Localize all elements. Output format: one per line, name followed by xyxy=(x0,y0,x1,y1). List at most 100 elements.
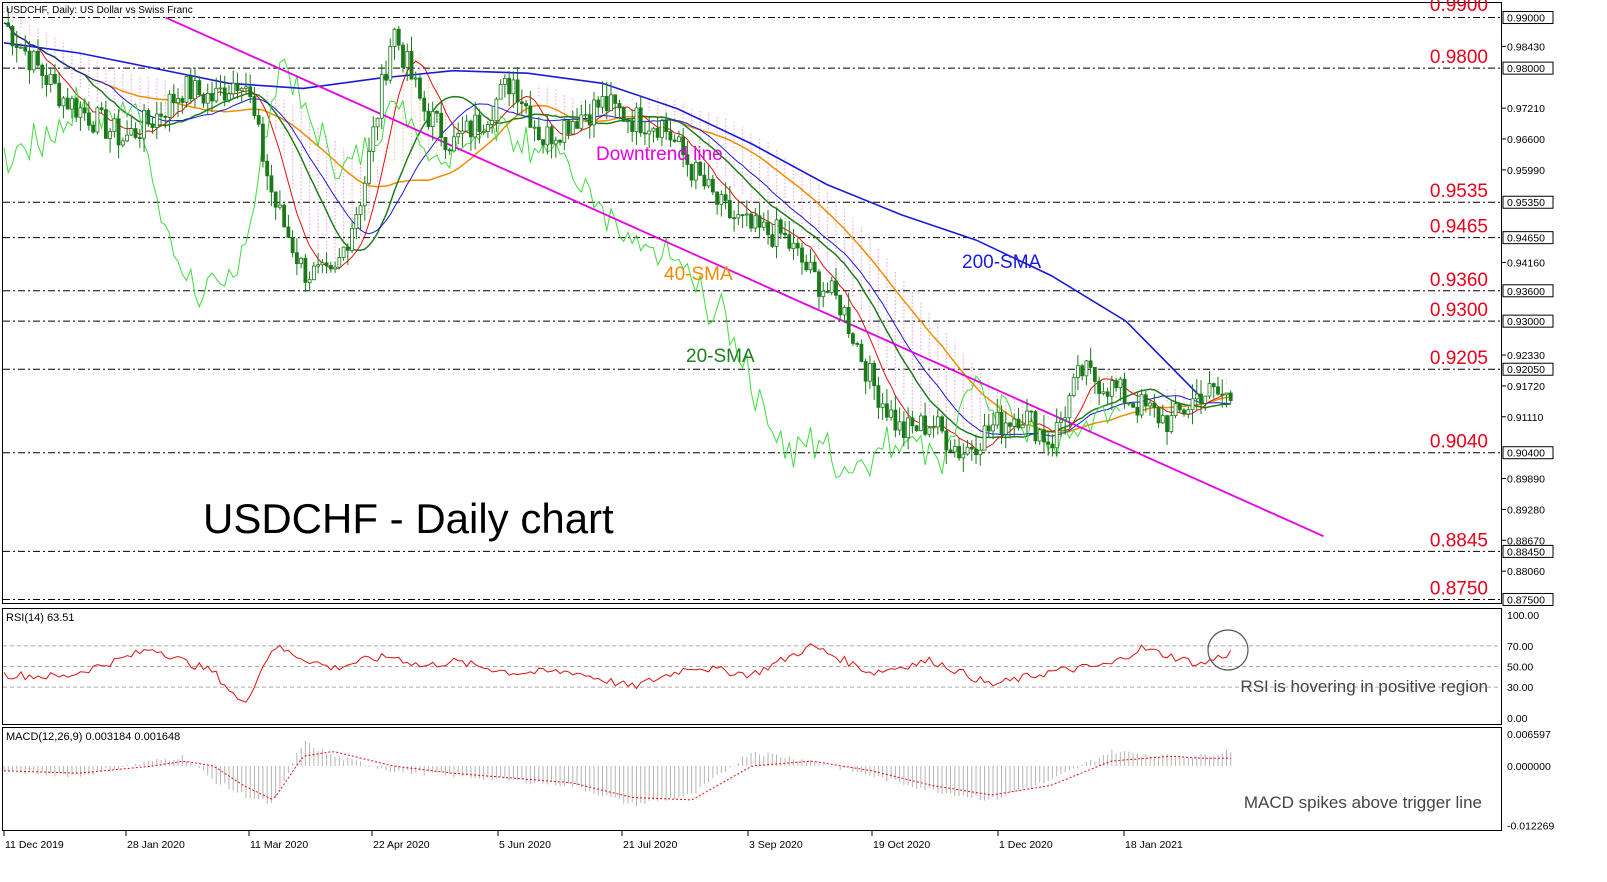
candle-body xyxy=(235,82,240,92)
level-label: 0.9205 xyxy=(1430,348,1488,369)
candle-body xyxy=(1177,403,1182,411)
downtrend-line xyxy=(165,16,1324,538)
candle-body xyxy=(1173,403,1178,416)
candle-body xyxy=(829,280,834,293)
level-label: 0.9040 xyxy=(1430,432,1488,453)
candle-body xyxy=(889,409,894,418)
candle-body xyxy=(978,449,983,456)
candle-body xyxy=(897,421,902,431)
candle-body xyxy=(396,28,401,46)
candle-body xyxy=(851,333,855,344)
candle-body xyxy=(294,252,299,264)
level-tag xyxy=(1502,544,1554,558)
level-label: 0.8845 xyxy=(1430,530,1488,551)
y-tick-label: 0.99000 xyxy=(1507,13,1545,25)
candle-body xyxy=(443,137,448,151)
candle-body xyxy=(286,226,291,238)
candle-body xyxy=(120,140,125,146)
macd-tick-label: 0.000000 xyxy=(1507,761,1551,773)
level-tag xyxy=(1502,284,1554,298)
level-label: 0.9535 xyxy=(1430,181,1488,202)
price-pane xyxy=(2,2,1502,604)
candle-body xyxy=(345,246,350,251)
candle-body xyxy=(982,425,987,451)
candle-body xyxy=(1220,393,1225,396)
candle-body xyxy=(74,98,79,118)
candle-body xyxy=(528,105,533,128)
candle-body xyxy=(133,128,138,138)
candle-body xyxy=(1033,411,1038,442)
candle-body xyxy=(222,87,227,101)
candle-body xyxy=(176,98,180,104)
candle-body xyxy=(570,121,575,135)
level-label: 0.9360 xyxy=(1430,270,1488,291)
y-tick-label: 0.88450 xyxy=(1507,546,1545,558)
candle-body xyxy=(838,294,843,316)
candle-body xyxy=(668,131,673,141)
candle-body xyxy=(129,128,134,136)
candle-body xyxy=(201,94,206,104)
candle-body xyxy=(859,343,864,362)
candle-body xyxy=(103,109,108,139)
candle-body xyxy=(524,103,528,107)
candle-body xyxy=(460,130,465,134)
candle-body xyxy=(515,79,520,103)
candle-body xyxy=(248,86,253,97)
macd-signal-line xyxy=(3,751,1231,801)
candle-body xyxy=(719,194,724,205)
candle-body xyxy=(583,114,588,117)
candle-body xyxy=(265,160,270,177)
candle-body xyxy=(757,215,762,228)
candle-body xyxy=(197,80,202,95)
candle-body xyxy=(549,126,554,145)
candle-body xyxy=(1182,409,1186,415)
candle-body xyxy=(354,213,359,229)
candle-body xyxy=(430,110,435,128)
candle-body xyxy=(783,232,787,236)
candle-body xyxy=(57,82,62,107)
macd-pane xyxy=(2,727,1502,831)
candle-body xyxy=(672,139,677,142)
candle-body xyxy=(99,107,104,111)
rsi-series: 100.00 70.00 50.00 30.00 0.00 xyxy=(3,610,1539,725)
candle-body xyxy=(70,98,74,110)
price-series xyxy=(6,8,1233,472)
candle-body xyxy=(613,94,618,104)
candle-body xyxy=(6,22,11,27)
candle-body xyxy=(362,182,367,207)
candle-body xyxy=(388,46,393,81)
candle-body xyxy=(732,217,736,220)
candle-body xyxy=(817,271,821,297)
candle-body xyxy=(256,115,261,125)
candle-body xyxy=(1046,441,1051,445)
candle-body xyxy=(931,426,936,429)
candle-body xyxy=(1203,395,1208,404)
candle-body xyxy=(536,126,541,141)
candle-body xyxy=(167,93,172,118)
candle-body xyxy=(626,120,630,123)
candle-body xyxy=(1139,394,1144,416)
candle-body xyxy=(401,44,405,68)
candle-body xyxy=(184,76,189,103)
candle-body xyxy=(502,77,507,85)
candle-body xyxy=(1114,380,1119,389)
level-tag xyxy=(1502,11,1554,25)
candle-body xyxy=(40,64,45,76)
candle-body xyxy=(846,307,851,335)
candle-body xyxy=(812,261,817,273)
candle-body xyxy=(1207,383,1212,397)
candle-body xyxy=(579,114,584,129)
x-tick-label: 1 Dec 2020 xyxy=(999,839,1053,851)
candle-body xyxy=(1186,409,1191,415)
candle-body xyxy=(1169,415,1174,432)
candle-body xyxy=(1025,410,1029,426)
candle-body xyxy=(311,265,316,281)
y-tick-label: 0.94650 xyxy=(1507,233,1545,245)
candle-body xyxy=(65,97,70,110)
candle-body xyxy=(36,50,40,66)
candle-body xyxy=(927,427,932,435)
y-tick-label: 0.92330 xyxy=(1507,350,1545,362)
candle-body xyxy=(1037,429,1042,442)
